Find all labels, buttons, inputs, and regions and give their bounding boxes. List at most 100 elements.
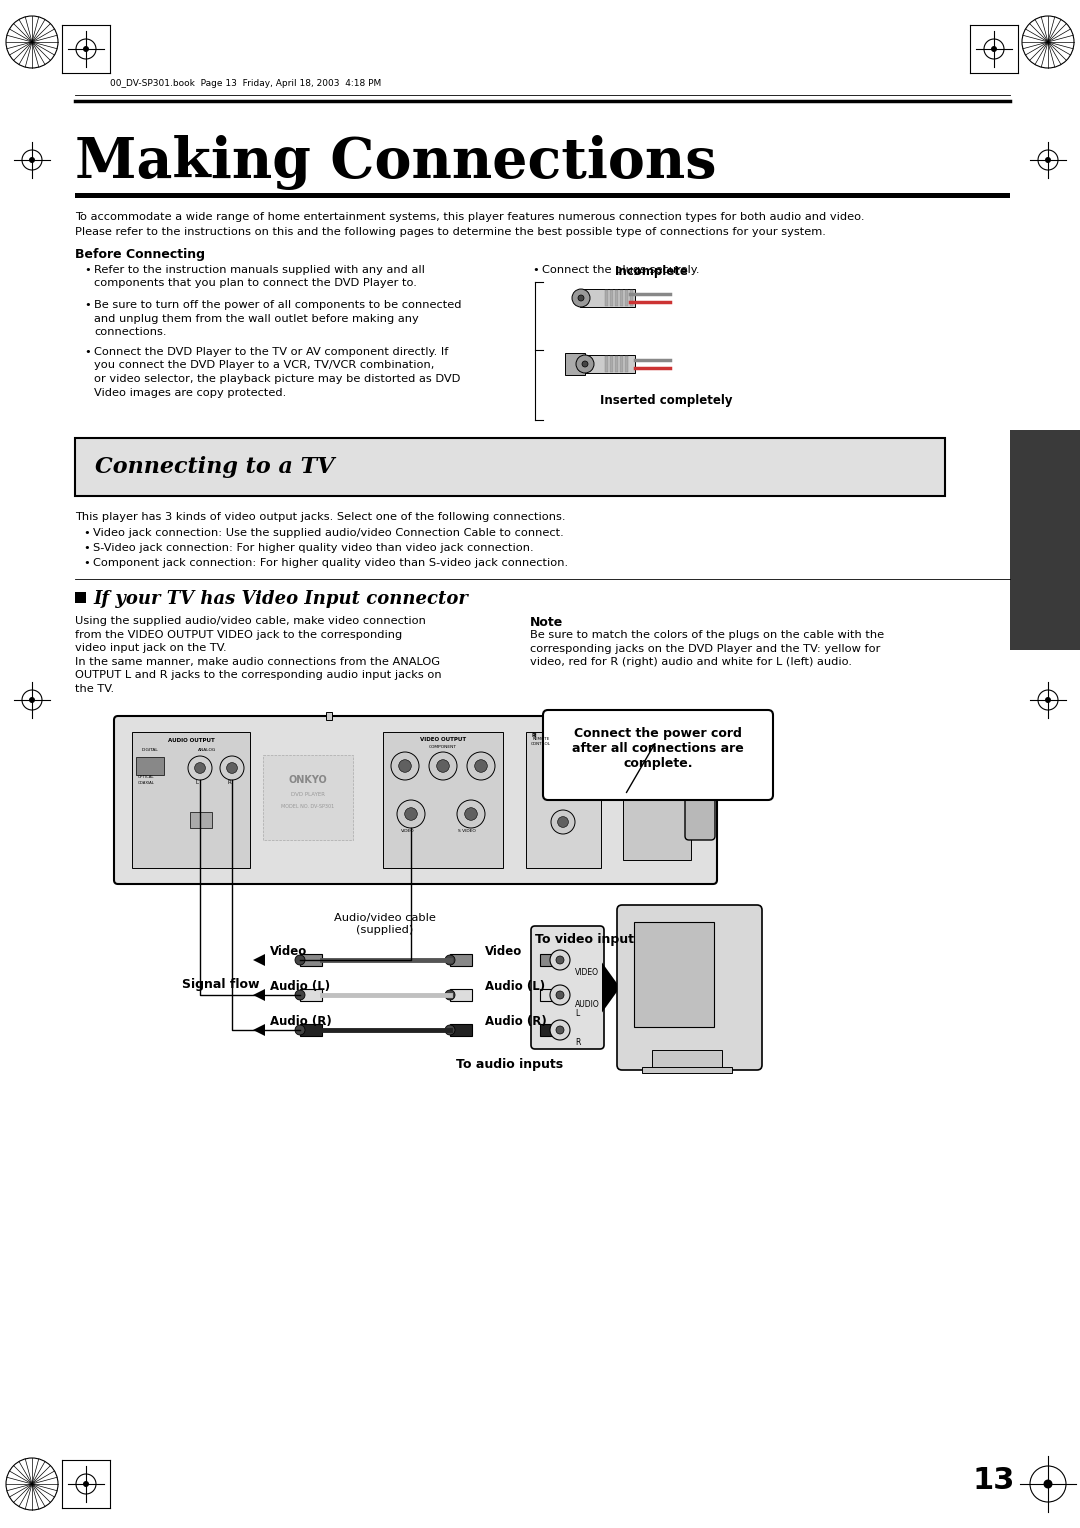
Text: This player has 3 kinds of video output jacks. Select one of the following conne: This player has 3 kinds of video output … xyxy=(75,512,566,523)
Polygon shape xyxy=(253,953,265,966)
Bar xyxy=(540,989,561,1001)
Text: To audio inputs: To audio inputs xyxy=(457,1057,564,1071)
Text: VIDEO: VIDEO xyxy=(575,969,599,976)
Text: COAXIAL: COAXIAL xyxy=(138,781,154,785)
Bar xyxy=(75,591,86,604)
Circle shape xyxy=(556,1025,564,1034)
Text: video, red for R (right) audio and white for L (left) audio.: video, red for R (right) audio and white… xyxy=(530,657,852,668)
Text: •: • xyxy=(84,299,91,310)
Bar xyxy=(623,740,691,860)
Text: VIDEO OUTPUT: VIDEO OUTPUT xyxy=(420,736,467,743)
FancyBboxPatch shape xyxy=(685,759,715,840)
Circle shape xyxy=(429,752,457,779)
Bar xyxy=(580,289,635,307)
Text: ANALOG: ANALOG xyxy=(198,749,216,752)
Bar xyxy=(610,290,613,306)
Bar xyxy=(450,953,472,966)
Text: Audio/video cable
(supplied): Audio/video cable (supplied) xyxy=(334,914,436,935)
Text: RI: RI xyxy=(531,733,537,738)
Circle shape xyxy=(399,759,411,772)
Circle shape xyxy=(578,295,584,301)
Text: Making Connections: Making Connections xyxy=(75,134,716,189)
Circle shape xyxy=(550,1021,570,1041)
Circle shape xyxy=(227,762,238,773)
Text: COMPONENT: COMPONENT xyxy=(429,746,457,749)
Text: Video: Video xyxy=(485,944,523,958)
Text: 00_DV-SP301.book  Page 13  Friday, April 18, 2003  4:18 PM: 00_DV-SP301.book Page 13 Friday, April 1… xyxy=(110,79,381,89)
Text: R: R xyxy=(228,779,232,785)
Bar xyxy=(450,989,472,1001)
FancyBboxPatch shape xyxy=(543,711,773,801)
Circle shape xyxy=(295,955,305,966)
Text: VIDEO: VIDEO xyxy=(401,830,415,833)
Circle shape xyxy=(464,808,477,821)
Circle shape xyxy=(405,808,417,821)
Circle shape xyxy=(556,992,564,999)
Text: In the same manner, make audio connections from the ANALOG: In the same manner, make audio connectio… xyxy=(75,657,440,666)
Bar xyxy=(652,1050,723,1068)
Circle shape xyxy=(445,990,455,999)
Circle shape xyxy=(83,1481,89,1487)
Bar xyxy=(605,356,608,371)
Text: components that you plan to connect the DVD Player to.: components that you plan to connect the … xyxy=(94,278,417,289)
Bar xyxy=(526,732,600,868)
Polygon shape xyxy=(253,989,265,1001)
Bar xyxy=(625,290,627,306)
Text: corresponding jacks on the DVD Player and the TV: yellow for: corresponding jacks on the DVD Player an… xyxy=(530,643,880,654)
Bar xyxy=(300,989,322,1001)
Bar xyxy=(615,356,618,371)
Bar xyxy=(634,921,714,1027)
Text: Please refer to the instructions on this and the following pages to determine th: Please refer to the instructions on this… xyxy=(75,228,826,237)
Circle shape xyxy=(467,752,495,779)
Text: If your TV has Video Input connector: If your TV has Video Input connector xyxy=(93,590,468,608)
Circle shape xyxy=(1045,697,1051,703)
Text: Refer to the instruction manuals supplied with any and all: Refer to the instruction manuals supplie… xyxy=(94,264,424,275)
Text: Audio (R): Audio (R) xyxy=(485,1015,546,1028)
Circle shape xyxy=(29,157,35,163)
Bar xyxy=(450,1024,472,1036)
Bar xyxy=(300,1024,322,1036)
Bar xyxy=(264,755,353,840)
Text: and unplug them from the wall outlet before making any: and unplug them from the wall outlet bef… xyxy=(94,313,419,324)
Text: REMOTE
CONTROL: REMOTE CONTROL xyxy=(531,738,551,746)
Text: Incomplete: Incomplete xyxy=(615,264,689,278)
Bar xyxy=(630,290,633,306)
Bar xyxy=(615,290,618,306)
Text: Connect the power cord
after all connections are
complete.: Connect the power cord after all connect… xyxy=(572,727,744,770)
Circle shape xyxy=(576,354,594,373)
Text: Be sure to match the colors of the plugs on the cable with the: Be sure to match the colors of the plugs… xyxy=(530,630,885,640)
Text: the TV.: the TV. xyxy=(75,683,114,694)
Text: L: L xyxy=(575,1008,579,1018)
Circle shape xyxy=(557,772,568,782)
Circle shape xyxy=(572,289,590,307)
Circle shape xyxy=(445,955,455,966)
Circle shape xyxy=(295,1025,305,1034)
Circle shape xyxy=(83,46,89,52)
Text: video input jack on the TV.: video input jack on the TV. xyxy=(75,643,227,652)
Text: R: R xyxy=(575,1038,580,1047)
Circle shape xyxy=(436,759,449,772)
Text: 13: 13 xyxy=(973,1465,1015,1494)
Circle shape xyxy=(557,816,568,827)
Text: from the VIDEO OUTPUT VIDEO jack to the corresponding: from the VIDEO OUTPUT VIDEO jack to the … xyxy=(75,630,402,640)
Text: Inserted completely: Inserted completely xyxy=(600,394,732,406)
FancyBboxPatch shape xyxy=(114,717,717,885)
Text: L: L xyxy=(195,779,199,785)
Circle shape xyxy=(556,957,564,964)
Text: •: • xyxy=(83,529,90,538)
Text: Using the supplied audio/video cable, make video connection: Using the supplied audio/video cable, ma… xyxy=(75,616,426,626)
Circle shape xyxy=(188,756,212,779)
Text: ONKYO: ONKYO xyxy=(288,775,327,785)
Circle shape xyxy=(582,361,588,367)
Circle shape xyxy=(391,752,419,779)
Circle shape xyxy=(29,697,35,703)
Circle shape xyxy=(397,801,426,828)
Text: Audio (R): Audio (R) xyxy=(270,1015,332,1028)
Circle shape xyxy=(475,759,487,772)
Circle shape xyxy=(1043,1479,1053,1488)
Circle shape xyxy=(550,986,570,1005)
Bar xyxy=(642,1067,732,1073)
Bar xyxy=(540,1024,561,1036)
Text: •: • xyxy=(84,347,91,358)
Text: Note: Note xyxy=(530,616,564,630)
